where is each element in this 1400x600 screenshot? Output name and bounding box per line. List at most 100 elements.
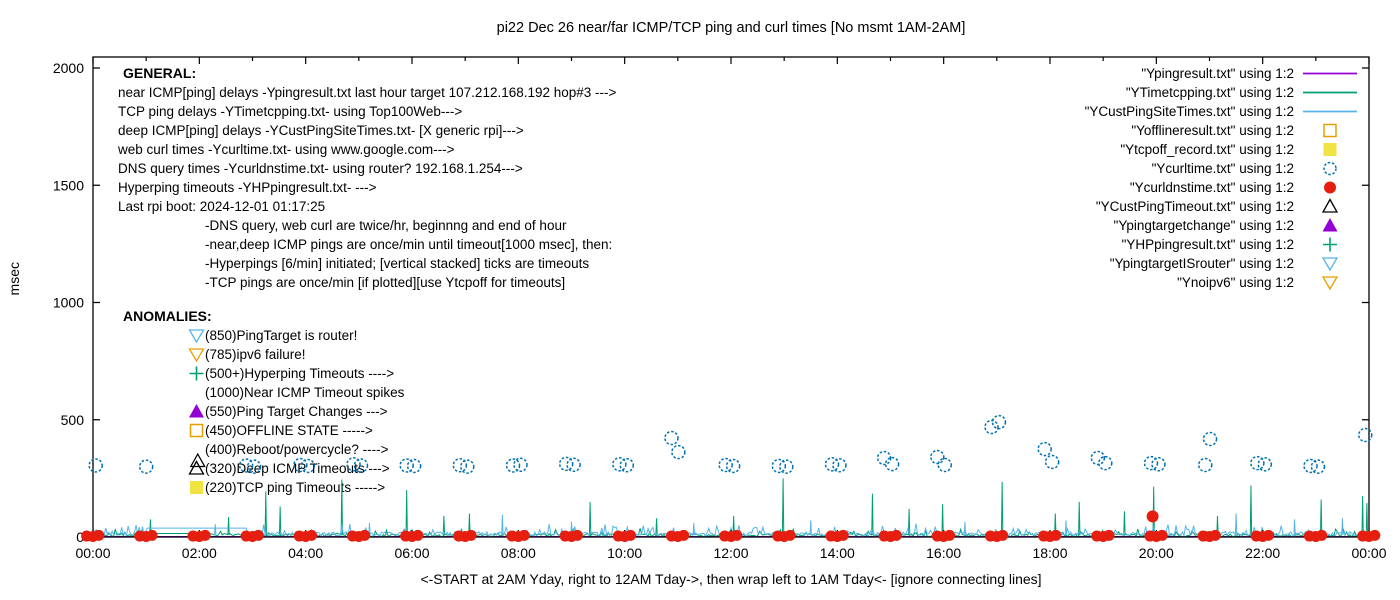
legend-entry: "YCustPingSiteTimes.txt" using 1:2 <box>836 102 1360 121</box>
curl-time-point <box>725 458 741 474</box>
plus-icon <box>189 366 204 381</box>
x-tick-label: 14:00 <box>820 545 855 561</box>
curl-time-point <box>671 444 686 460</box>
dns-time-dot <box>837 529 849 541</box>
legend-swatch <box>1300 160 1360 177</box>
dns-time-dot <box>300 531 312 543</box>
general-line: DNS query times -Ycurldnstime.txt- using… <box>118 161 523 176</box>
dns-time-dot <box>512 531 524 543</box>
dns-time-dot <box>878 530 890 542</box>
dns-time-dot <box>140 531 152 543</box>
dns-time-dot <box>566 531 577 543</box>
legend-label: "Ytcpoff_record.txt" using 1:2 <box>1120 142 1294 157</box>
x-tick-label: 10:00 <box>607 545 642 561</box>
dns-time-dot <box>359 529 371 541</box>
anomaly-text: (220)TCP ping Timeouts -----> <box>205 480 386 495</box>
anomaly-text: (550)Ping Target Changes ---> <box>205 404 388 419</box>
dns-time-dot <box>678 529 690 541</box>
curl-time-point <box>619 457 635 473</box>
curl-time-point <box>452 457 468 473</box>
chart-title: pi22 Dec 26 near/far ICMP/TCP ping and c… <box>496 20 966 36</box>
legend-swatch <box>1300 103 1360 120</box>
anomaly-marker <box>188 346 205 363</box>
dns-time-dot <box>719 530 731 542</box>
open-square-icon <box>189 423 204 438</box>
legend-entry: "YHPpingresult.txt" using 1:2 <box>836 235 1360 254</box>
open-triangle-down-icon <box>1321 276 1339 291</box>
dns-time-dot <box>1097 531 1109 543</box>
dns-time-dot <box>1103 529 1115 541</box>
dns-time-dot <box>991 531 1003 543</box>
dns-time-dot <box>353 531 365 543</box>
dns-time-dot <box>1038 530 1050 542</box>
dns-time-dot <box>1363 531 1375 543</box>
curl-time-point <box>718 457 733 473</box>
x-tick-label: 00:00 <box>1351 545 1386 561</box>
YCustPingSiteTimes.txt-line <box>92 513 1370 538</box>
legend-entry: "Ypingtargetchange" using 1:2 <box>836 216 1360 235</box>
open-triangle-up-icon <box>1321 198 1339 213</box>
dns-time-dot <box>134 530 146 542</box>
curl-time-point <box>1044 454 1060 470</box>
filled-circle-icon <box>1324 181 1336 194</box>
curl-time-point <box>930 449 945 465</box>
anomalies-header: ANOMALIES: <box>123 308 212 324</box>
anomaly-marker <box>188 460 205 477</box>
legend-swatch <box>1300 141 1360 158</box>
general-note: -TCP pings are once/min [if plotted][use… <box>205 275 566 290</box>
dns-time-dot <box>672 531 684 543</box>
x-tick-label: 22:00 <box>1245 545 1280 561</box>
dns-time-dot <box>1310 531 1322 543</box>
general-line: near ICMP[ping] delays -Ypingresult.txt … <box>118 85 617 100</box>
legend-label: "Ycurltime.txt" using 1:2 <box>1151 161 1294 176</box>
anomaly-marker <box>188 479 205 496</box>
dns-time-dot <box>1357 530 1369 542</box>
legend-label: "YHPpingresult.txt" using 1:2 <box>1121 237 1294 252</box>
dns-time-dot <box>193 531 205 543</box>
legend-entry: "Ycurldnstime.txt" using 1:2 <box>836 178 1360 197</box>
curl-time-point <box>884 456 900 472</box>
y-axis-label: msec <box>6 262 22 296</box>
dns-time-dot <box>1303 530 1315 542</box>
curl-time-point <box>1250 455 1265 471</box>
open-triangle-down-icon <box>188 329 205 344</box>
legend-swatch <box>1300 217 1360 234</box>
x-tick-label: 02:00 <box>182 545 217 561</box>
dns-time-dot <box>1044 531 1056 543</box>
curl-time-point <box>1143 455 1159 471</box>
open-triangle-down-icon <box>1321 257 1339 272</box>
dns-time-dot <box>400 530 412 542</box>
open-triangle-up-icon <box>188 460 205 475</box>
legend-entry: "YpingtargetISrouter" using 1:2 <box>836 254 1360 273</box>
line-icon <box>1303 91 1357 94</box>
anomaly-marker <box>188 422 205 439</box>
anomaly-row: (450)OFFLINE STATE -----> <box>116 421 404 440</box>
dns-time-dot <box>625 529 637 541</box>
general-line: deep ICMP[ping] delays -YCustPingSiteTim… <box>118 123 524 138</box>
dns-time-dot <box>1150 531 1162 543</box>
curl-time-point <box>1151 457 1166 472</box>
legend-entry: "Ynoipv6" using 1:2 <box>836 273 1360 292</box>
dns-time-dot <box>1250 530 1262 542</box>
legend-swatch <box>1300 274 1360 291</box>
legend-label: "Ypingresult.txt" using 1:2 <box>1141 66 1294 81</box>
dns-time-dot <box>571 529 583 541</box>
general-line: Last rpi boot: 2024-12-01 01:17:25 <box>118 199 326 214</box>
dns-time-dot <box>406 531 418 543</box>
dns-time-dot <box>984 530 996 542</box>
curl-time-point <box>1090 450 1106 466</box>
dns-time-dot <box>731 529 743 541</box>
y-tick-label: 500 <box>61 412 85 428</box>
x-tick-label: 12:00 <box>713 545 748 561</box>
legend-label: "Ycurldnstime.txt" using 1:2 <box>1129 180 1294 195</box>
curl-time-point <box>1197 457 1213 473</box>
legend-entry: "Ycurltime.txt" using 1:2 <box>836 159 1360 178</box>
dns-time-dot <box>772 530 784 542</box>
dns-time-dot <box>1204 531 1215 543</box>
legend: "Ypingresult.txt" using 1:2 "YTimetcppin… <box>836 64 1360 292</box>
dns-time-dot <box>997 529 1009 541</box>
dns-time-dot <box>1156 529 1168 541</box>
curl-time-point <box>1037 441 1052 457</box>
dns-time-dot <box>831 531 843 543</box>
anomaly-row: (550)Ping Target Changes ---> <box>116 402 404 421</box>
